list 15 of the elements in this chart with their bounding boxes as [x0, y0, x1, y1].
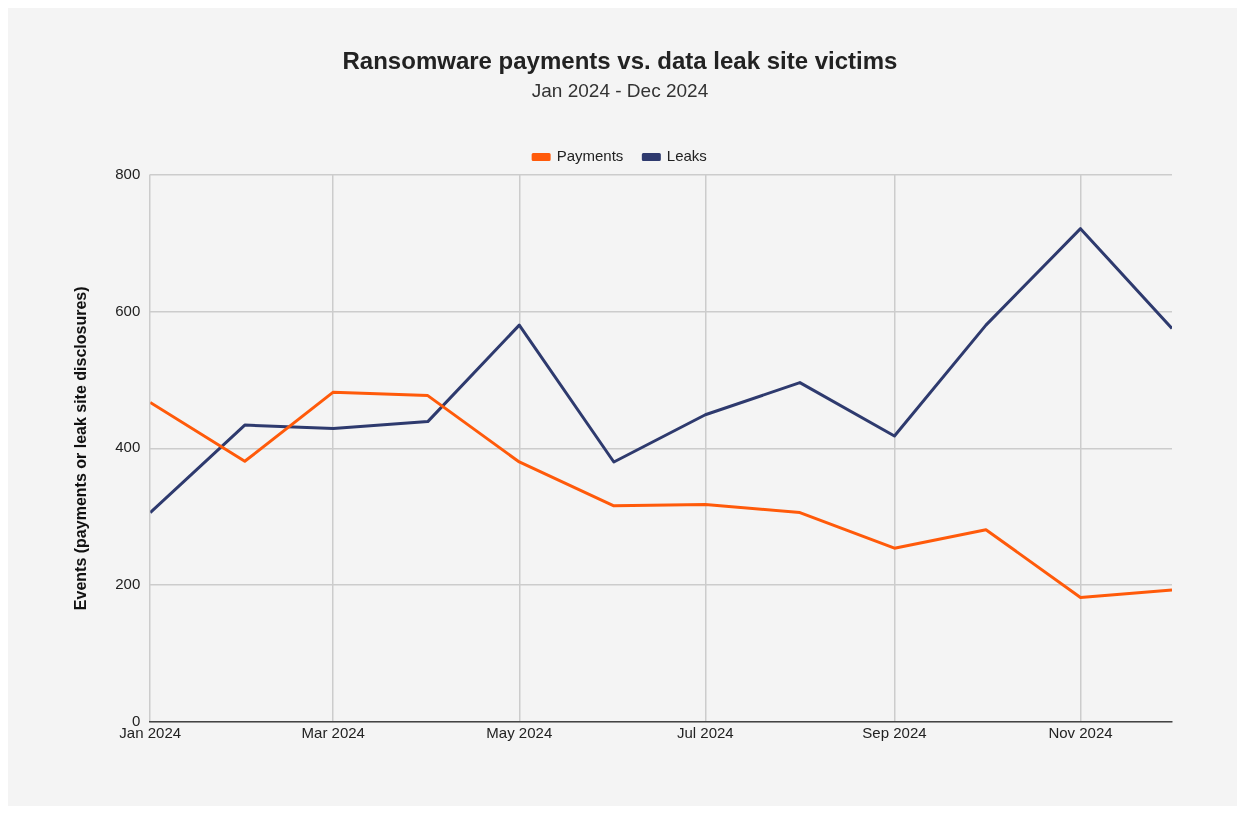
legend-label: Payments [556, 147, 624, 165]
y-tick-label: 800 [115, 164, 141, 182]
chart-subtitle: Jan 2024 - Dec 2024 [531, 80, 709, 102]
x-tick-label: May 2024 [486, 724, 553, 742]
y-tick-label: 200 [115, 575, 141, 593]
x-tick-label: Mar 2024 [301, 724, 365, 742]
x-tick-label: Nov 2024 [1048, 724, 1113, 742]
legend-label: Leaks [666, 147, 707, 165]
y-tick-label: 0 [131, 712, 141, 730]
x-tick-label: Jul 2024 [676, 724, 734, 742]
y-tick-label: 400 [115, 438, 141, 456]
y-axis-title: Events (payments or leak site disclosures) [72, 286, 90, 611]
y-tick-label: 600 [115, 301, 141, 319]
chart-title: Ransomware payments vs. data leak site victims [342, 47, 898, 75]
x-tick-label: Sep 2024 [862, 724, 927, 742]
